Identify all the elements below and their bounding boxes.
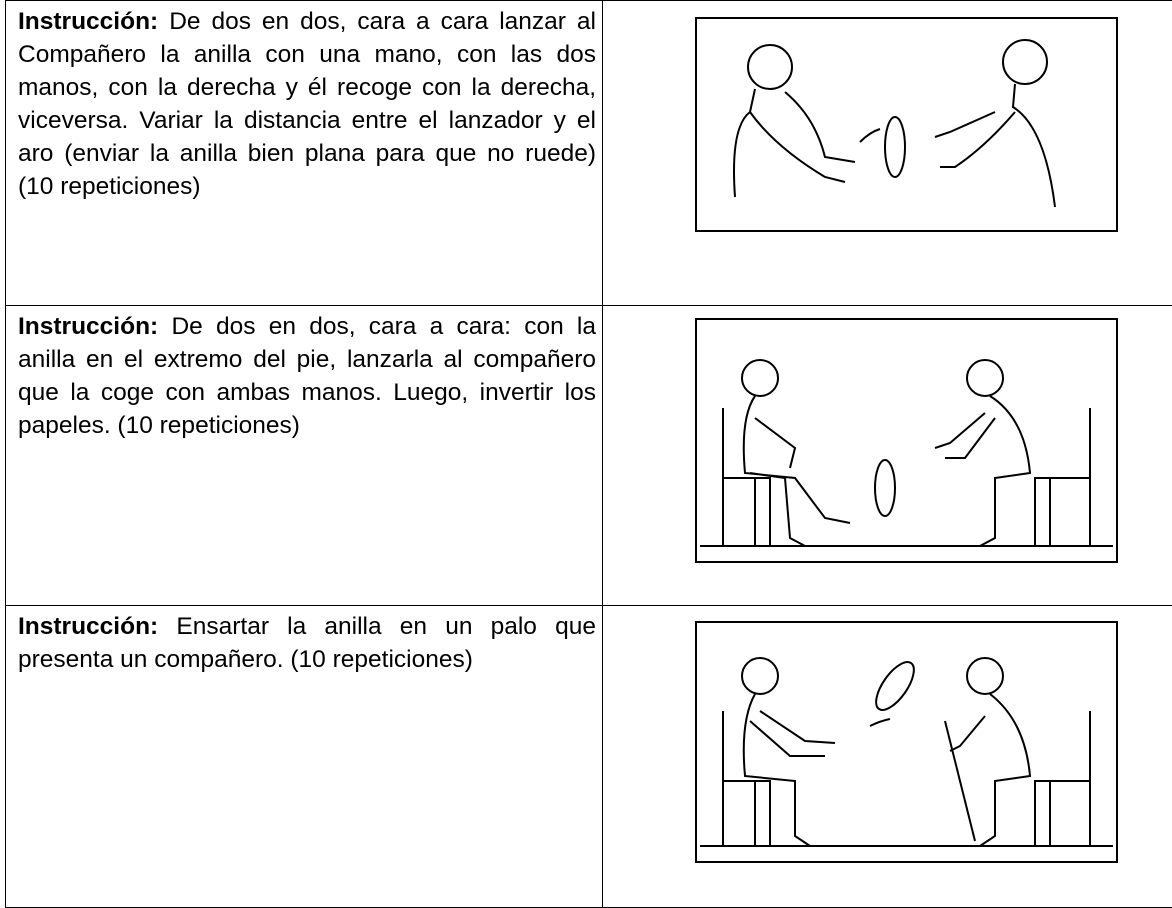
illustration-cell <box>603 1 1172 306</box>
illustration <box>695 621 1119 864</box>
illustration <box>695 17 1119 233</box>
row: Instrucción: Ensartar la anilla en un pa… <box>6 606 1172 908</box>
illustration-cell <box>603 306 1172 606</box>
label: Instrucción: <box>18 8 158 35</box>
row: Instrucción: De dos en dos, cara a cara:… <box>6 306 1172 606</box>
instruction-text: De dos en dos, cara a cara lanzar al Com… <box>18 8 596 200</box>
label: Instrucción: <box>18 313 158 340</box>
label: Instrucción: <box>18 613 158 640</box>
instruction-cell: Instrucción: De dos en dos, cara a cara … <box>6 1 603 306</box>
instruction-cell: Instrucción: De dos en dos, cara a cara:… <box>6 306 603 606</box>
instruction-cell: Instrucción: Ensartar la anilla en un pa… <box>6 606 603 908</box>
exercise-table: Instrucción: De dos en dos, cara a cara … <box>5 0 1172 908</box>
illustration <box>695 318 1119 564</box>
row: Instrucción: De dos en dos, cara a cara … <box>6 1 1172 306</box>
illustration-cell <box>603 606 1172 908</box>
